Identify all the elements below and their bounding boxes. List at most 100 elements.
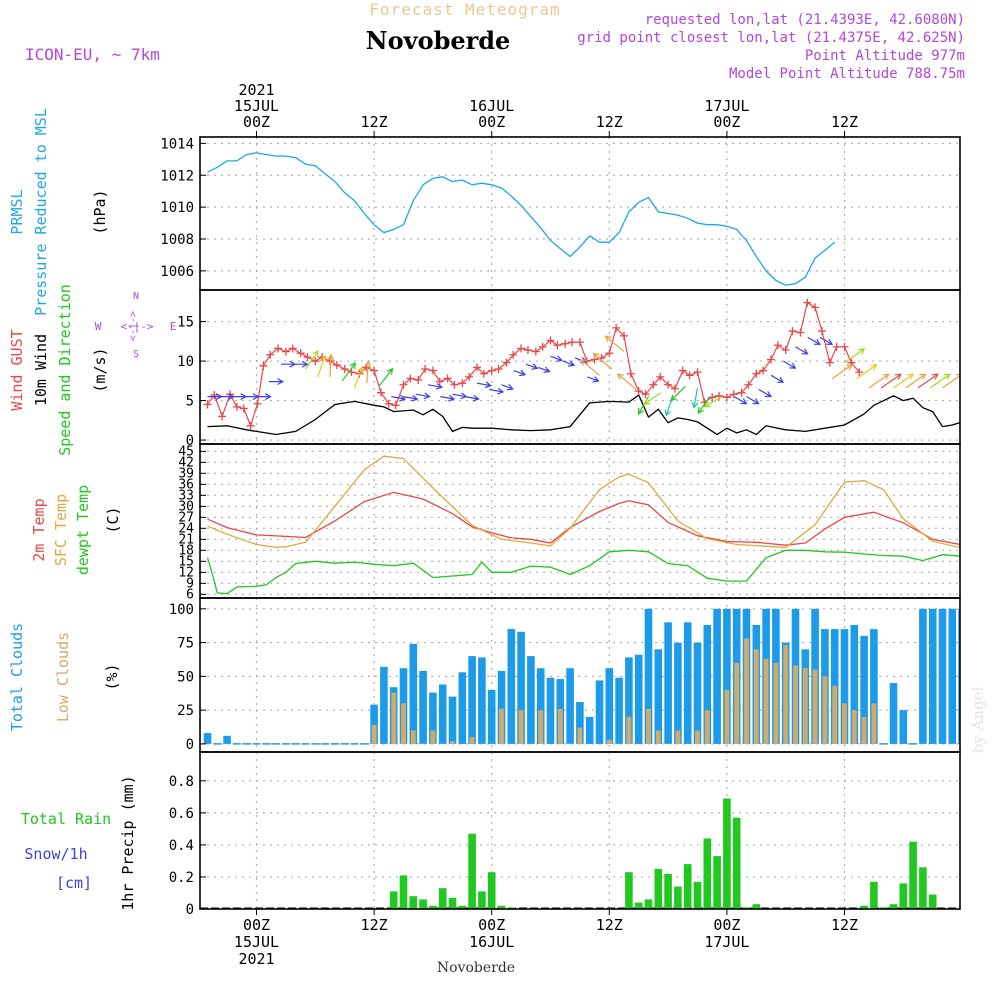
wind-direction-arrow xyxy=(513,369,527,377)
gust-marker xyxy=(399,380,408,389)
gust-marker xyxy=(832,342,841,351)
gust-marker xyxy=(376,388,385,397)
gust-marker xyxy=(479,369,488,378)
wind-direction-arrow xyxy=(501,384,514,391)
gust-marker xyxy=(370,366,379,375)
rain-bar xyxy=(448,897,457,909)
total-clouds-bar xyxy=(458,672,467,744)
wind-direction-arrow xyxy=(929,373,951,389)
wind-direction-arrow xyxy=(341,362,357,382)
gust-marker xyxy=(421,364,430,373)
wind-direction-arrow xyxy=(317,354,327,378)
precip-panel: 0 0.2 0.4 0.6 0.8 xyxy=(169,751,961,918)
rain-bar xyxy=(497,905,506,909)
wind-direction-arrow xyxy=(391,394,407,402)
dewpt-label: dewpt Temp xyxy=(74,485,92,575)
temp-ytick-label: 36 xyxy=(178,477,194,492)
wind-direction-arrow xyxy=(440,394,456,402)
top-time-label: 00Z xyxy=(478,113,505,131)
clouds-ytick-label: 0 xyxy=(186,737,194,753)
wind-direction-arrow xyxy=(592,352,613,370)
total-clouds-bar xyxy=(615,677,623,744)
footer-label: Novoberde xyxy=(437,960,515,976)
temp2m-line xyxy=(207,491,960,546)
gust-marker xyxy=(788,327,797,336)
wind-direction-arrow xyxy=(868,373,890,389)
gust-marker xyxy=(568,338,577,347)
low-clouds-bar xyxy=(704,710,710,744)
temp-ytick-label: 45 xyxy=(178,444,194,459)
gust-marker xyxy=(414,376,423,385)
wind-ytick-label: 15 xyxy=(177,315,194,331)
total-clouds-bar xyxy=(860,635,868,744)
wind-direction-arrow xyxy=(691,387,699,409)
low-clouds-bar xyxy=(812,669,818,744)
total-clouds-bar xyxy=(370,704,378,744)
wind-direction-arrow xyxy=(795,346,809,355)
top-time-label: 15JUL xyxy=(234,97,279,115)
gust-marker xyxy=(737,388,746,397)
total-clouds-bar xyxy=(429,692,437,744)
gust-marker xyxy=(817,327,826,336)
wind-direction-arrow xyxy=(293,360,309,368)
temp-ytick-label: 24 xyxy=(178,521,194,536)
total-clouds-bar xyxy=(527,656,535,744)
total-clouds-bar xyxy=(674,642,682,744)
rain-bar xyxy=(674,886,682,909)
wind-direction-arrow xyxy=(905,373,927,389)
compass-we-glyph: <-|-> xyxy=(120,320,153,333)
pressure-series xyxy=(207,152,836,286)
pressure-ytick-label: 1006 xyxy=(160,264,194,280)
wind-direction-arrow xyxy=(427,383,444,390)
wind-label: 10m Wind xyxy=(32,334,50,406)
wind-series xyxy=(203,298,960,436)
clouds-series xyxy=(203,608,960,745)
wind-direction-arrow xyxy=(415,392,431,400)
low-clouds-bar xyxy=(606,739,612,744)
wind-direction-arrow xyxy=(587,376,600,383)
wind-unit: (m/s) xyxy=(91,347,109,392)
gust-marker xyxy=(744,380,753,389)
gust-marker xyxy=(502,358,511,367)
bottom-time-label: 12Z xyxy=(831,916,858,934)
total-clouds-bar xyxy=(840,629,849,744)
rain-bar xyxy=(899,883,908,909)
wind-direction-arrow xyxy=(525,363,539,370)
gust-marker xyxy=(575,338,584,347)
gust-marker xyxy=(203,400,212,409)
bottom-time-label: 00Z xyxy=(478,916,505,934)
total-clouds-bar xyxy=(517,631,525,744)
gust-marker xyxy=(218,412,227,421)
gust-marker xyxy=(752,369,761,378)
temp-ytick-label: 42 xyxy=(178,455,194,470)
gust-marker xyxy=(253,399,262,408)
temp-ytick-label: 6 xyxy=(186,587,194,602)
pressure-ytick-label: 1012 xyxy=(160,168,194,184)
rain-bar xyxy=(478,891,486,909)
wind-direction-arrow xyxy=(476,381,493,389)
top-time-label: 12Z xyxy=(361,113,388,131)
rain-bar xyxy=(487,872,496,909)
rain-bar xyxy=(732,817,741,909)
gust-marker xyxy=(855,368,864,377)
wind-direction-arrow xyxy=(327,353,335,377)
precip-ytick-label: 0.4 xyxy=(169,838,194,854)
compass-s: S xyxy=(133,349,139,360)
compass-ns-glyph: <-|-> xyxy=(128,311,139,341)
rain-bar xyxy=(409,896,418,909)
low-clouds-bar xyxy=(557,708,563,744)
rain-bar xyxy=(683,864,692,909)
bottom-time-label: 00Z xyxy=(713,916,740,934)
pressure-ytick-label: 1008 xyxy=(160,232,194,248)
wind-direction-arrow xyxy=(703,396,723,408)
total-clouds-bar xyxy=(566,668,574,744)
low-clouds-bar xyxy=(577,727,583,744)
compass-w: W xyxy=(95,320,102,333)
total-clouds-bar xyxy=(683,622,692,744)
gust-marker xyxy=(664,380,673,389)
rain-bar xyxy=(634,902,643,909)
wind-direction-arrow xyxy=(893,373,915,389)
gust-marker xyxy=(266,350,275,359)
